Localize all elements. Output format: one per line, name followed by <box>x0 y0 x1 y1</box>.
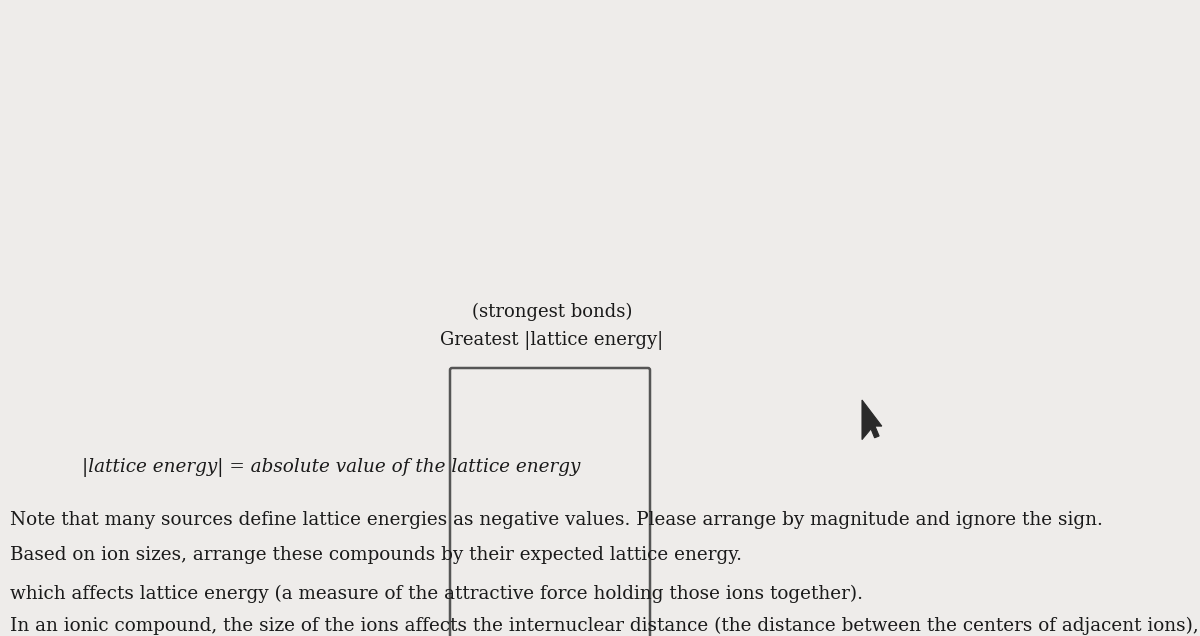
FancyBboxPatch shape <box>450 368 650 636</box>
Text: Note that many sources define lattice energies as negative values. Please arrang: Note that many sources define lattice en… <box>10 511 1103 529</box>
Text: which affects lattice energy (a measure of the attractive force holding those io: which affects lattice energy (a measure … <box>10 585 863 604</box>
Text: (strongest bonds): (strongest bonds) <box>472 303 632 321</box>
Polygon shape <box>862 400 882 439</box>
Text: |lattice energy| = absolute value of the lattice energy: |lattice energy| = absolute value of the… <box>82 458 580 477</box>
Text: Greatest |lattice energy|: Greatest |lattice energy| <box>440 331 664 350</box>
Text: Based on ion sizes, arrange these compounds by their expected lattice energy.: Based on ion sizes, arrange these compou… <box>10 546 742 563</box>
Text: In an ionic compound, the size of the ions affects the internuclear distance (th: In an ionic compound, the size of the io… <box>10 617 1199 635</box>
